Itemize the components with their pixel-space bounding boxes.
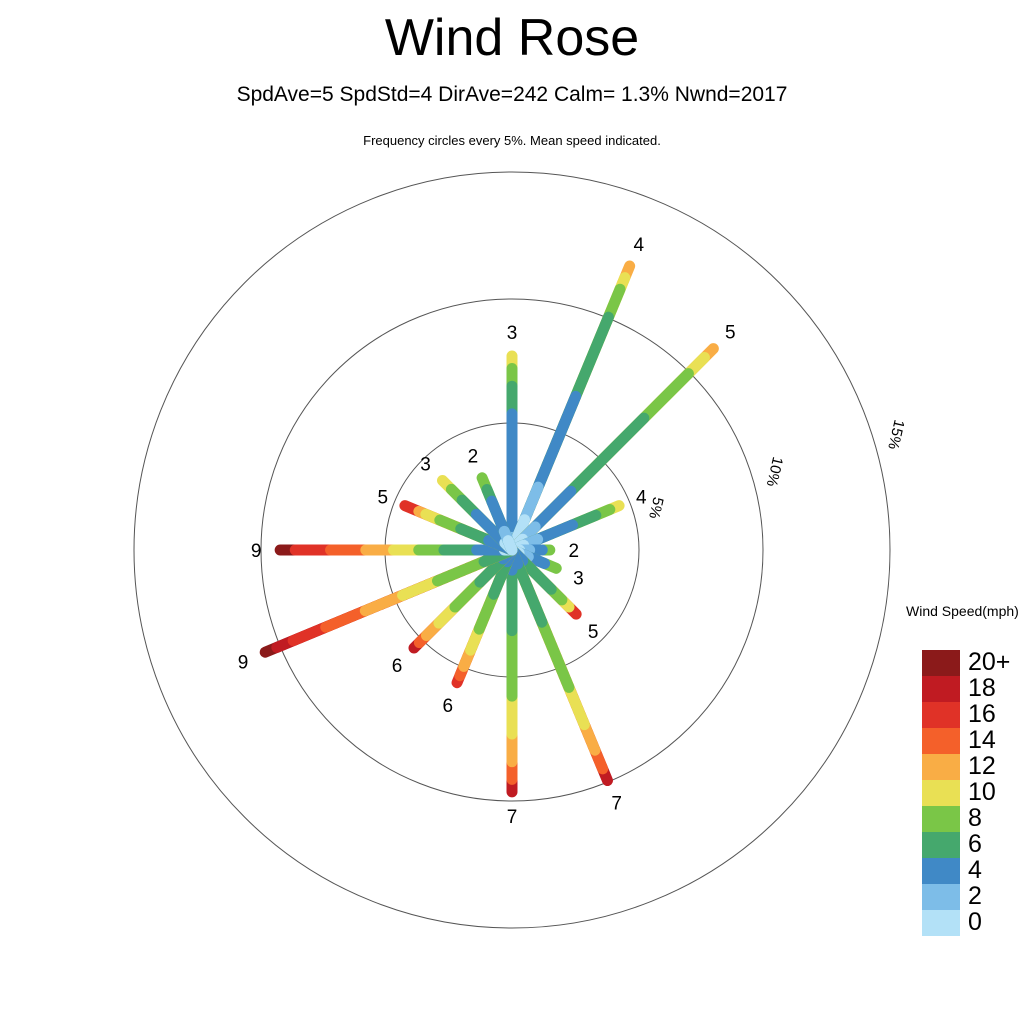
legend-label: 2: [968, 882, 982, 910]
legend-row[interactable]: 10: [922, 778, 1024, 806]
legend-swatch: [922, 832, 960, 858]
ring-labels-layer: 5% 10% 15%: [645, 418, 907, 520]
legend-label: 16: [968, 700, 996, 728]
petal-sse[interactable]: [506, 544, 613, 786]
petal-mean-speed-label: 3: [420, 455, 431, 476]
petal-ssw[interactable]: [451, 544, 518, 689]
legend-swatch: [922, 910, 960, 936]
legend-row[interactable]: 2: [922, 882, 1024, 910]
petal-nne[interactable]: [506, 260, 636, 556]
page-title: Wind Rose: [384, 9, 640, 67]
legend-row[interactable]: 16: [922, 700, 1024, 728]
legend-swatch: [922, 884, 960, 910]
petal-labels-layer: 3 4 5 4 2 3 5 7 7 6 6 9 9 5 3 2: [238, 235, 736, 828]
legend-label: 20+: [968, 648, 1011, 676]
petal-mean-speed-label: 7: [507, 807, 518, 828]
petal-mean-speed-label: 7: [611, 794, 622, 815]
legend-row[interactable]: 8: [922, 804, 1024, 832]
legend-label: 6: [968, 830, 982, 858]
petal-mean-speed-label: 5: [377, 487, 388, 508]
petal-mean-speed-label: 2: [569, 541, 580, 562]
frequency-note: Frequency circles every 5%. Mean speed i…: [363, 133, 661, 148]
legend-row[interactable]: 20+: [922, 648, 1024, 676]
legend-swatch: [922, 806, 960, 832]
legend-row[interactable]: 0: [922, 908, 1024, 936]
legend-row[interactable]: 14: [922, 726, 1024, 754]
petal-mean-speed-label: 9: [238, 652, 249, 673]
petals-layer: [259, 260, 719, 798]
petal-segment: [502, 535, 518, 556]
legend-label: 10: [968, 778, 996, 806]
legend-title: Wind Speed(mph): [906, 603, 1019, 619]
petal-mean-speed-label: 5: [725, 323, 736, 344]
legend-row[interactable]: 18: [922, 674, 1024, 702]
legend-swatch: [922, 650, 960, 676]
petal-mean-speed-label: 4: [636, 487, 647, 508]
petal-mean-speed-label: 2: [468, 447, 479, 468]
legend-swatch: [922, 858, 960, 884]
petal-nnw[interactable]: [476, 472, 518, 556]
legend-swatch: [922, 754, 960, 780]
petal-mean-speed-label: 3: [507, 323, 518, 344]
ring-label: 5%: [645, 495, 666, 520]
petal-mean-speed-label: 5: [588, 622, 599, 643]
petal-mean-speed-label: 4: [634, 235, 645, 256]
legend-swatch: [922, 676, 960, 702]
legend-row[interactable]: 6: [922, 830, 1024, 858]
petal-mean-speed-label: 6: [443, 696, 454, 717]
legend-row[interactable]: 12: [922, 752, 1024, 780]
legend-colorbar: 20+ 18 16 14 12 10 8 6 4 2 0: [922, 648, 1024, 936]
legend-label: 4: [968, 856, 982, 884]
legend-label: 14: [968, 726, 996, 754]
legend-label: 18: [968, 674, 996, 702]
legend-label: 0: [968, 908, 982, 936]
petal-mean-speed-label: 6: [392, 656, 403, 677]
petal-mean-speed-label: 9: [251, 541, 262, 562]
frequency-circle: [133, 171, 891, 929]
legend-swatch: [922, 780, 960, 806]
petal-mean-speed-label: 3: [573, 569, 584, 590]
stats-subtitle: SpdAve=5 SpdStd=4 DirAve=242 Calm= 1.3% …: [236, 83, 788, 106]
legend-row[interactable]: 4: [922, 856, 1024, 884]
legend-label: 8: [968, 804, 982, 832]
legend-label: 12: [968, 752, 996, 780]
legend-swatch: [922, 702, 960, 728]
ring-label: 15%: [884, 418, 907, 451]
petal-ne[interactable]: [506, 343, 719, 556]
frequency-circle: [260, 298, 764, 802]
legend-swatch: [922, 728, 960, 754]
ring-label: 10%: [763, 455, 786, 488]
